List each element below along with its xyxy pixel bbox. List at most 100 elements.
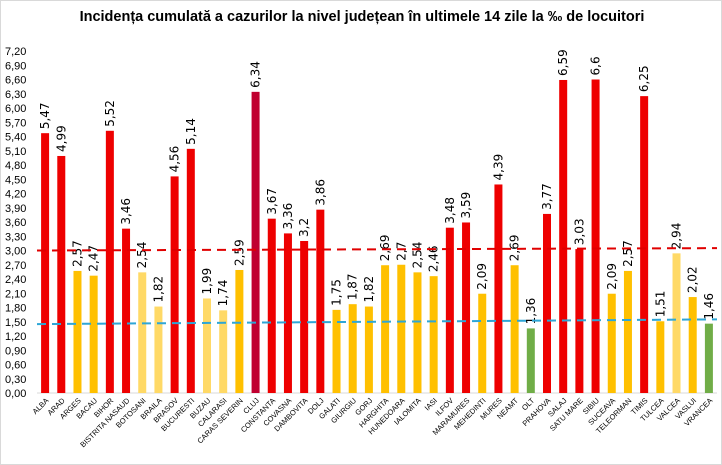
data-label: 6,34 xyxy=(249,61,263,88)
bar-harghita xyxy=(381,265,390,393)
y-tick-label: 4,80 xyxy=(5,160,26,172)
y-tick-label: 1,80 xyxy=(5,303,26,315)
bar-ilfov xyxy=(445,227,454,393)
bar-brasov xyxy=(170,176,179,393)
data-label: 3,46 xyxy=(119,198,133,225)
data-label: 6,59 xyxy=(556,49,570,76)
data-label: 3,2 xyxy=(297,218,311,237)
bar-teleorman xyxy=(623,270,632,393)
bar-bucuresti xyxy=(186,148,195,393)
y-tick-label: 1,50 xyxy=(5,317,26,329)
y-tick-label: 2,10 xyxy=(5,288,26,300)
bar-galati xyxy=(332,309,341,393)
y-tick-label: 6,00 xyxy=(5,103,26,115)
data-label: 2,09 xyxy=(605,263,619,290)
data-label: 3,36 xyxy=(281,203,295,230)
data-label: 4,56 xyxy=(168,146,182,173)
data-label: 6,6 xyxy=(589,56,603,75)
bar-prahova xyxy=(543,213,551,393)
bar-sibiu xyxy=(591,79,600,393)
y-tick-label: 0,00 xyxy=(5,388,26,400)
bar-olt xyxy=(526,328,535,393)
bar-suceava xyxy=(607,293,616,393)
y-tick-label: 0,30 xyxy=(5,374,26,386)
bar-gorj xyxy=(364,306,373,393)
data-label: 3,03 xyxy=(572,218,586,245)
bar-maramures xyxy=(462,222,471,393)
data-label: 1,82 xyxy=(151,276,165,303)
bar-arges xyxy=(73,270,82,393)
bar-iasi xyxy=(429,276,438,393)
bar-braila xyxy=(154,306,163,393)
data-label: 3,59 xyxy=(459,192,473,219)
y-tick-label: 5,40 xyxy=(5,132,26,144)
bar-bistrita-nasaud xyxy=(122,228,131,393)
y-tick-label: 1,20 xyxy=(5,331,26,343)
data-label: 5,47 xyxy=(38,102,52,129)
data-label: 2,69 xyxy=(378,235,392,262)
red-threshold-line xyxy=(36,247,718,252)
data-label: 2,46 xyxy=(427,245,441,272)
y-tick-label: 5,70 xyxy=(5,117,26,129)
data-label: 5,52 xyxy=(103,100,117,127)
chart-title: Incidența cumulată a cazurilor la nivel … xyxy=(79,9,645,25)
data-label: 2,54 xyxy=(135,242,149,269)
data-label: 1,74 xyxy=(216,280,230,307)
data-label: 1,36 xyxy=(524,298,538,325)
bar-caras-severin xyxy=(235,269,244,393)
y-tick-label: 6,90 xyxy=(5,60,26,72)
bar-neamt xyxy=(510,265,519,393)
data-label: 1,82 xyxy=(362,276,376,303)
data-label: 3,77 xyxy=(540,183,554,210)
bar-vaslui xyxy=(688,297,697,393)
y-tick-label: 4,50 xyxy=(5,174,26,186)
data-label: 1,99 xyxy=(200,268,214,295)
data-label: 2,02 xyxy=(686,266,700,293)
bar-covasna xyxy=(283,233,292,393)
blue-threshold-line xyxy=(36,318,718,326)
y-tick-label: 0,90 xyxy=(5,345,26,357)
data-label: 6,25 xyxy=(637,65,651,92)
data-label: 2,47 xyxy=(87,245,101,272)
bar-mehedinti xyxy=(478,293,487,393)
bar-salaj xyxy=(559,79,568,393)
y-tick-label: 0,60 xyxy=(5,360,26,372)
data-label: 1,75 xyxy=(330,279,344,306)
y-tick-label: 7,20 xyxy=(5,46,26,58)
bar-hunedoara xyxy=(397,264,406,393)
y-tick-label: 2,40 xyxy=(5,274,26,286)
data-label: 3,86 xyxy=(313,179,327,206)
y-tick-label: 3,60 xyxy=(5,217,26,229)
y-tick-label: 6,30 xyxy=(5,89,26,101)
data-label: 2,57 xyxy=(621,240,635,267)
bar-ialomita xyxy=(413,272,422,393)
data-label: 4,39 xyxy=(491,154,505,181)
bar-vrancea xyxy=(704,323,713,393)
data-label: 2,94 xyxy=(670,223,684,250)
y-tick-label: 3,90 xyxy=(5,203,26,215)
data-label: 3,67 xyxy=(265,188,279,215)
bar-bacau xyxy=(89,275,98,393)
data-label: 4,99 xyxy=(54,125,68,152)
bar-alba xyxy=(41,133,50,394)
bar-giurgiu xyxy=(348,304,357,393)
bar-constanta xyxy=(267,218,276,393)
bar-valcea xyxy=(672,253,681,393)
bar-arad xyxy=(57,155,66,393)
data-label: 2,09 xyxy=(475,263,489,290)
data-label: 1,51 xyxy=(653,291,667,318)
bar-calarasi xyxy=(219,310,228,393)
bar-mures xyxy=(494,184,503,393)
bar-dolj xyxy=(316,209,325,393)
data-label: 2,69 xyxy=(508,235,522,262)
bar-cluj xyxy=(251,91,260,393)
data-label: 2,57 xyxy=(70,240,84,267)
data-label: 5,14 xyxy=(184,118,198,145)
data-label: 1,46 xyxy=(702,293,716,320)
data-label: 2,59 xyxy=(232,239,246,266)
bar-botosani xyxy=(138,272,147,393)
data-label: 1,87 xyxy=(346,273,360,300)
y-tick-label: 3,00 xyxy=(5,246,26,258)
